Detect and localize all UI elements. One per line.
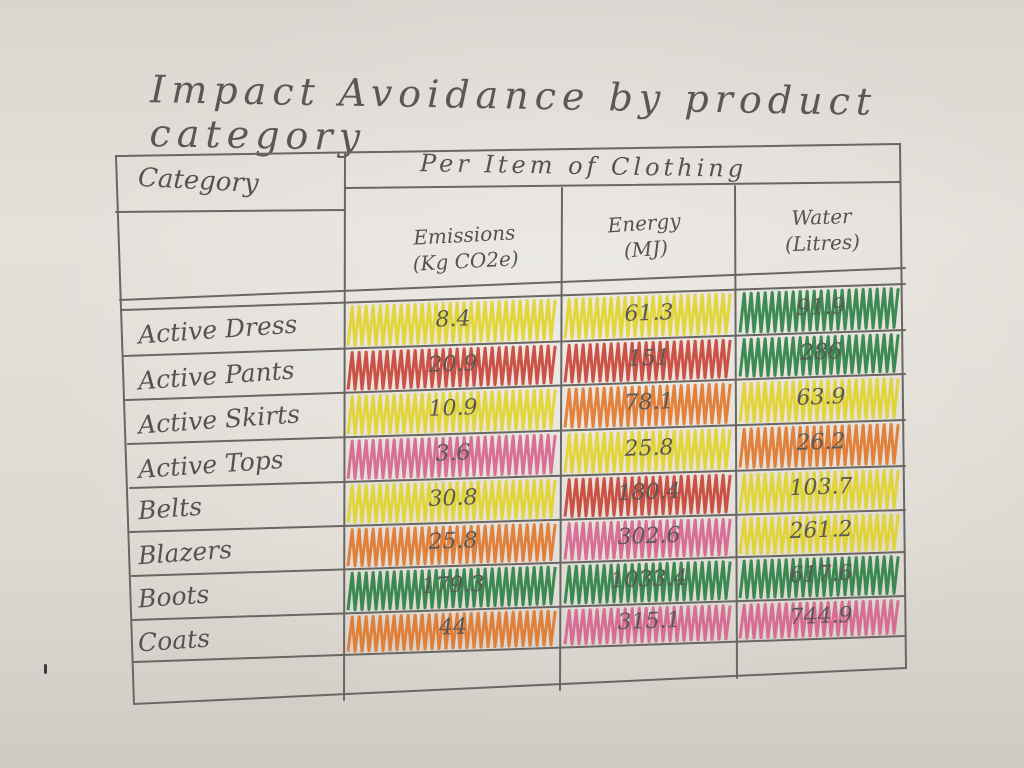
group-header: Per Item of Clothing xyxy=(419,149,748,183)
cell-scribble xyxy=(346,433,557,480)
cell-scribble xyxy=(738,333,900,378)
row-line xyxy=(129,465,906,489)
table-cell-value: 25.8 xyxy=(623,434,674,462)
table-cell-value: 180.4 xyxy=(616,479,681,507)
table-cell-value: 617.6 xyxy=(788,560,853,588)
table-cell-value: 61.3 xyxy=(623,299,674,327)
row-line xyxy=(125,373,906,401)
table-cell-value: 1033.4 xyxy=(609,565,688,594)
cell-scribble xyxy=(738,599,900,640)
cell-scribble xyxy=(563,473,732,518)
table-border xyxy=(114,142,908,706)
pencil-mark xyxy=(44,664,47,674)
row-line xyxy=(129,509,906,533)
row-line xyxy=(127,419,906,445)
table-cell-value: 286 xyxy=(799,339,842,366)
table-cell-value: 302.6 xyxy=(616,522,681,550)
cell-scribble xyxy=(346,388,557,436)
row-label: Belts xyxy=(137,491,203,525)
table-cell-value: 315.1 xyxy=(616,608,681,636)
table-cell-value: 20.9 xyxy=(427,351,478,378)
row-label: Blazers xyxy=(137,534,233,570)
table-cell-value: 30.8 xyxy=(427,484,478,512)
cell-scribble xyxy=(346,344,557,391)
column-header-emissions: Emissions (Kg CO2e) xyxy=(412,220,520,276)
table-cell-value: 10.9 xyxy=(427,395,478,423)
col-divider-1 xyxy=(343,153,346,701)
cell-scribble xyxy=(738,287,900,334)
row-label: Boots xyxy=(137,579,211,613)
table-cell-value: 103.7 xyxy=(788,474,853,502)
table-cell-value: 3.6 xyxy=(434,440,471,467)
cell-scribble xyxy=(563,338,732,384)
table-cell-value: 151 xyxy=(627,344,670,372)
col-divider-3 xyxy=(734,185,738,679)
cell-scribble xyxy=(563,382,732,429)
category-header-divider xyxy=(115,209,346,213)
table-cell-value: 179.3 xyxy=(420,571,485,599)
row-line xyxy=(133,635,906,663)
row-line xyxy=(123,329,906,357)
table-cell-value: 25.8 xyxy=(427,528,478,556)
table-cell-value: 44 xyxy=(438,615,467,641)
cell-scribble xyxy=(563,604,732,646)
header-divider-bottom xyxy=(119,267,906,301)
header-divider-top xyxy=(344,181,901,189)
table-cell-value: 261.2 xyxy=(788,517,853,545)
row-label: Coats xyxy=(137,623,211,657)
cell-scribble xyxy=(563,292,732,340)
cell-scribble xyxy=(346,298,557,347)
column-header-energy: Energy (MJ) xyxy=(606,208,682,263)
row-line xyxy=(121,283,906,311)
cell-scribble xyxy=(563,428,732,474)
cell-scribble xyxy=(563,517,732,561)
cell-scribble xyxy=(738,513,900,556)
row-line xyxy=(131,551,906,577)
cell-scribble xyxy=(563,560,732,605)
table-cell-value: 26.2 xyxy=(795,429,846,457)
cell-scribble xyxy=(346,478,557,524)
table-cell-value: 744.9 xyxy=(788,602,853,630)
column-header-water: Water (Litres) xyxy=(784,203,861,257)
cell-scribble xyxy=(738,423,900,469)
cell-scribble xyxy=(346,522,557,568)
table-cell-value: 63.9 xyxy=(795,383,846,411)
cell-scribble xyxy=(738,469,900,513)
cell-scribble xyxy=(346,609,557,653)
col-divider-2 xyxy=(559,187,563,691)
cell-scribble xyxy=(738,377,900,424)
row-line xyxy=(131,595,906,621)
table-cell-value: 8.4 xyxy=(434,306,471,333)
table-cell-value: 91.9 xyxy=(795,293,846,321)
table-cell-value: 78.1 xyxy=(623,389,674,417)
category-header: Category xyxy=(137,162,260,200)
cell-scribble xyxy=(738,555,900,600)
color-scribbles xyxy=(346,287,900,653)
cell-scribble xyxy=(346,565,557,612)
